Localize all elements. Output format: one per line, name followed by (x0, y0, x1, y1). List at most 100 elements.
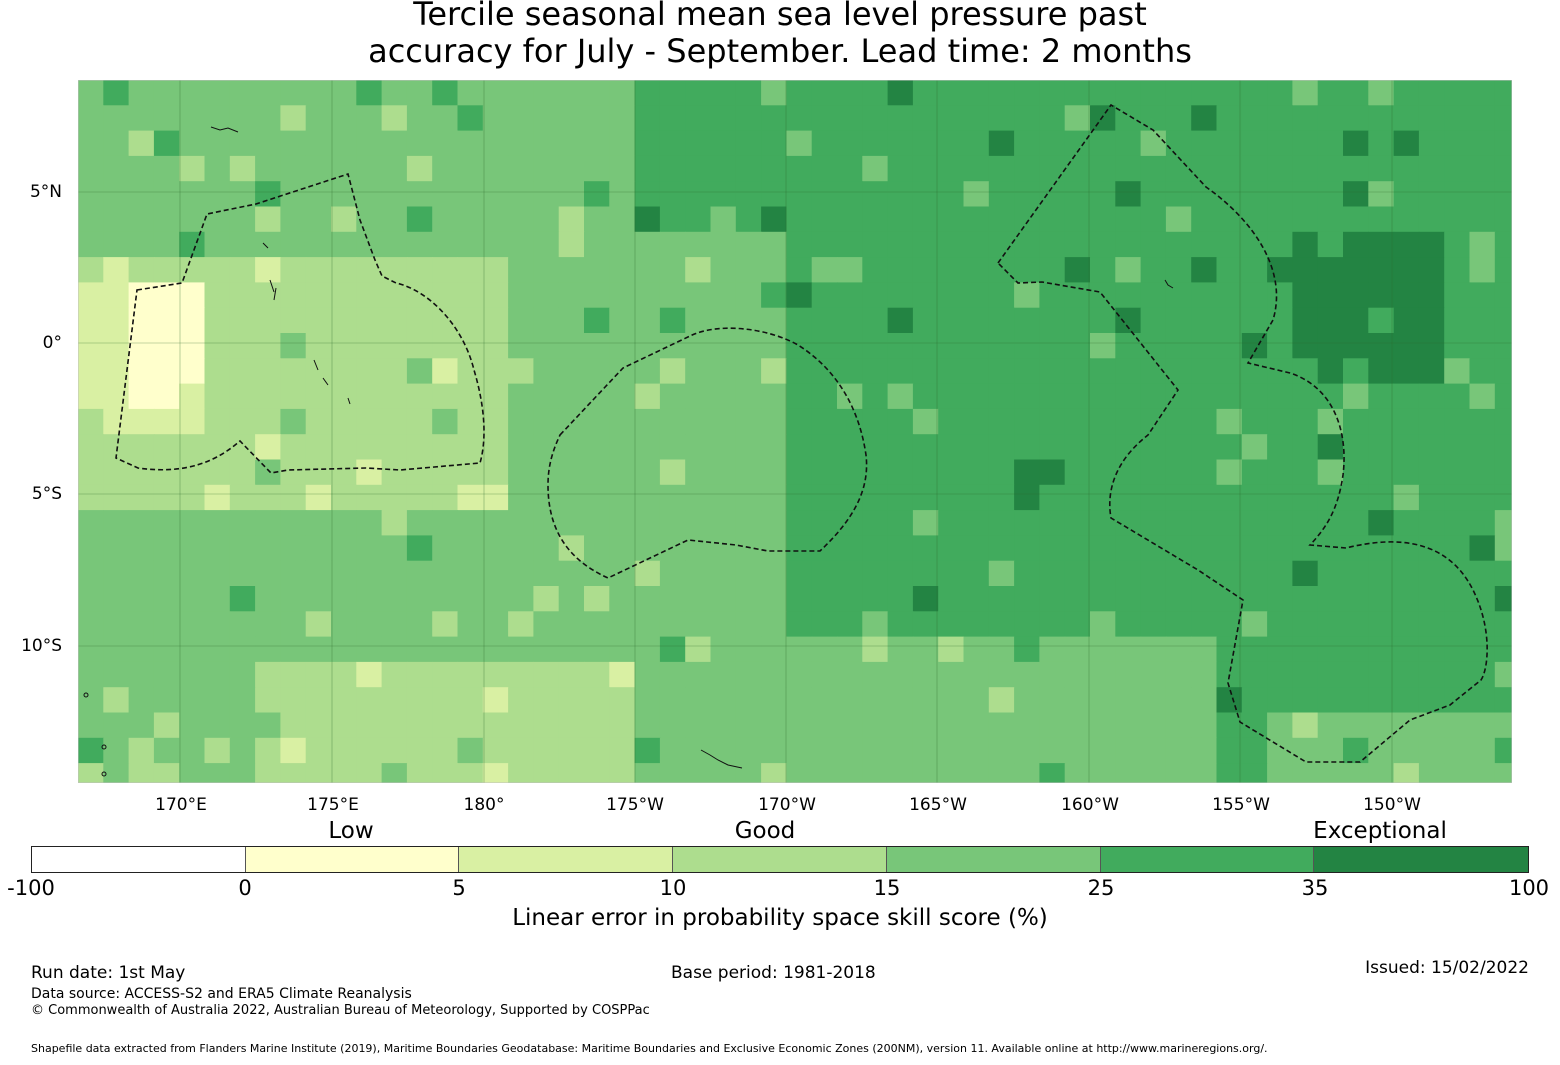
skill-cell (305, 206, 332, 233)
skill-cell (204, 611, 231, 638)
skill-cell (1469, 687, 1496, 714)
skill-cell (1469, 383, 1496, 410)
skill-cell (482, 763, 509, 783)
lon-label-170w: 170°W (758, 795, 816, 815)
skill-cell (862, 257, 889, 283)
skill-cell (786, 333, 813, 359)
skill-cell (1494, 484, 1512, 511)
skill-cell (1064, 333, 1091, 359)
skill-cell (659, 510, 686, 536)
skill-cell (1267, 231, 1293, 258)
skill-cell (482, 586, 509, 612)
skill-cell (1039, 484, 1066, 511)
skill-cell (432, 130, 459, 157)
skill-cell (204, 231, 231, 258)
skill-cell (305, 105, 332, 132)
skill-cell (128, 434, 155, 461)
skill-cell (786, 484, 813, 511)
skill-cell (912, 105, 939, 132)
skill-cell (1418, 560, 1445, 587)
issued-date: Issued: 15/02/2022 (1365, 958, 1529, 978)
skill-cell (887, 459, 914, 486)
skill-cell (963, 661, 990, 688)
skill-cell (255, 358, 281, 385)
skill-cell (1418, 434, 1445, 461)
skill-cell (179, 155, 206, 182)
skill-cell (1241, 763, 1268, 783)
skill-cell (887, 307, 914, 334)
skill-cell (887, 181, 914, 208)
skill-cell (1494, 105, 1512, 132)
skill-cell (685, 155, 712, 182)
skill-cell (1039, 155, 1066, 182)
skill-cell (1191, 105, 1218, 132)
skill-cell (331, 307, 357, 334)
skill-cell (1039, 510, 1066, 536)
skill-cell (78, 712, 104, 739)
skill-cell (1014, 712, 1040, 739)
skill-cell (1140, 737, 1167, 764)
skill-cell (153, 434, 180, 461)
skill-cell (381, 459, 408, 486)
skill-cell (1115, 307, 1142, 334)
skill-cell (280, 231, 307, 258)
lat-label-10s: 10°S (21, 636, 62, 656)
skill-cell (1469, 231, 1496, 258)
skill-cell (128, 105, 155, 132)
skill-cell (1292, 383, 1319, 410)
skill-cell (1418, 155, 1445, 182)
skill-cell (584, 535, 610, 562)
skill-cell (988, 586, 1015, 612)
colorbar-segment-0 (32, 847, 246, 872)
skill-cell (1039, 105, 1066, 132)
skill-cell (1494, 560, 1512, 587)
skill-cell (482, 80, 509, 106)
skill-cell (1494, 611, 1512, 638)
skill-cell (153, 737, 180, 764)
skill-cell (103, 661, 130, 688)
tokelau-eez (547, 327, 868, 579)
skill-cell (204, 282, 231, 309)
skill-cell (558, 307, 585, 334)
skill-cell (1191, 181, 1218, 208)
skill-cell (406, 408, 433, 435)
skill-cell (1494, 459, 1512, 486)
skill-cell (1469, 206, 1496, 233)
skill-cell (432, 611, 459, 638)
skill-cell (1090, 105, 1116, 132)
skill-cell (1191, 687, 1218, 714)
skill-cell (1241, 130, 1268, 157)
skill-cell (862, 155, 889, 182)
skill-cell (533, 636, 560, 663)
skill-cell (1267, 459, 1293, 486)
skill-cell (609, 358, 636, 385)
skill-cell (938, 560, 965, 587)
skill-cell (1267, 661, 1293, 688)
skill-cell (659, 155, 686, 182)
skill-cell (685, 434, 712, 461)
skill-cell (1039, 661, 1066, 688)
skill-cell (710, 687, 737, 714)
skill-cell (457, 510, 484, 536)
skill-cell (912, 80, 939, 106)
skill-cell (1064, 586, 1091, 612)
skill-cell (1165, 459, 1192, 486)
skill-cell (1494, 282, 1512, 309)
skill-cell (609, 307, 636, 334)
skill-cell (331, 560, 357, 587)
skill-cell (1393, 257, 1420, 283)
skill-cell (381, 206, 408, 233)
skill-cell (862, 737, 889, 764)
skill-cell (988, 80, 1015, 106)
skill-cell (482, 535, 509, 562)
skill-cell (1039, 535, 1066, 562)
skill-cell (609, 535, 636, 562)
skill-cell (938, 408, 965, 435)
skill-cell (1241, 560, 1268, 587)
skill-cell (1494, 181, 1512, 208)
skill-cell (1241, 636, 1268, 663)
skill-cell (1090, 586, 1116, 612)
skill-cell (533, 560, 560, 587)
skill-cell (457, 712, 484, 739)
skill-cell (255, 231, 281, 258)
